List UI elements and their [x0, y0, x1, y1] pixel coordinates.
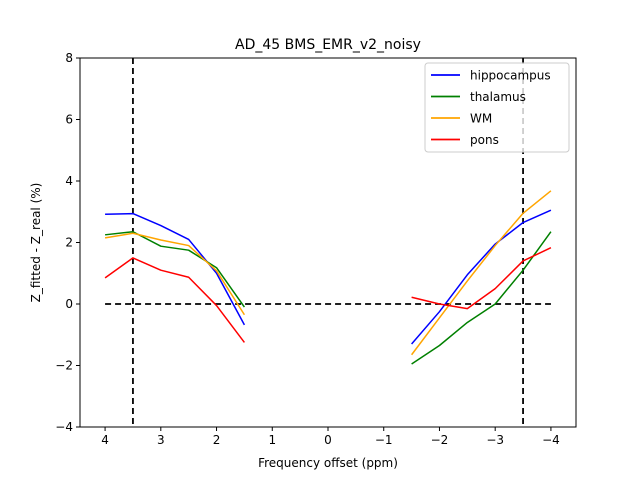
x-tick-label: −3 — [486, 433, 504, 447]
series-lines — [104, 190, 552, 365]
x-tick-label: 1 — [268, 433, 276, 447]
y-axis-label: Z_fitted - Z_real (%) — [29, 183, 43, 303]
series-line-pons-1 — [411, 247, 552, 310]
series-line-thalamus-0 — [104, 230, 246, 308]
series-line-hippocampus-1 — [411, 209, 552, 345]
y-tick-label: −4 — [55, 420, 73, 434]
y-tick-label: −2 — [55, 359, 73, 373]
x-tick-label: −4 — [542, 433, 560, 447]
series-line-hippocampus-0 — [105, 212, 246, 326]
x-tick-label: −1 — [375, 433, 393, 447]
legend-label-pons: pons — [470, 133, 499, 147]
x-tick-label: 4 — [101, 433, 109, 447]
series-line-pons-0 — [104, 257, 245, 343]
x-tick-label: −2 — [431, 433, 449, 447]
x-tick-label: 0 — [324, 433, 332, 447]
series-line-WM-0 — [104, 232, 246, 316]
series-line-WM-1 — [411, 190, 552, 356]
legend: hippocampus thalamus WM pons — [424, 62, 570, 153]
legend-label-WM: WM — [470, 112, 492, 126]
y-tick-label: 2 — [65, 236, 73, 250]
x-tick-label: 3 — [157, 433, 165, 447]
series-line-thalamus-1 — [411, 231, 552, 365]
x-tick-label: 2 — [213, 433, 221, 447]
x-axis-ticks: 4 3 2 1 0 −1 −2 −3 −4 — [101, 427, 560, 447]
legend-frame — [424, 62, 570, 153]
y-tick-label: 8 — [65, 51, 73, 65]
chart-title: AD_45 BMS_EMR_v2_noisy — [235, 37, 421, 53]
legend-label-hippocampus: hippocampus — [470, 69, 551, 83]
x-axis-label: Frequency offset (ppm) — [258, 456, 398, 470]
y-tick-label: 6 — [65, 113, 73, 127]
y-tick-label: 4 — [65, 174, 73, 188]
y-axis-ticks: −4 −2 0 2 4 6 8 — [55, 51, 80, 434]
y-tick-label: 0 — [65, 297, 73, 311]
legend-label-thalamus: thalamus — [470, 90, 526, 104]
